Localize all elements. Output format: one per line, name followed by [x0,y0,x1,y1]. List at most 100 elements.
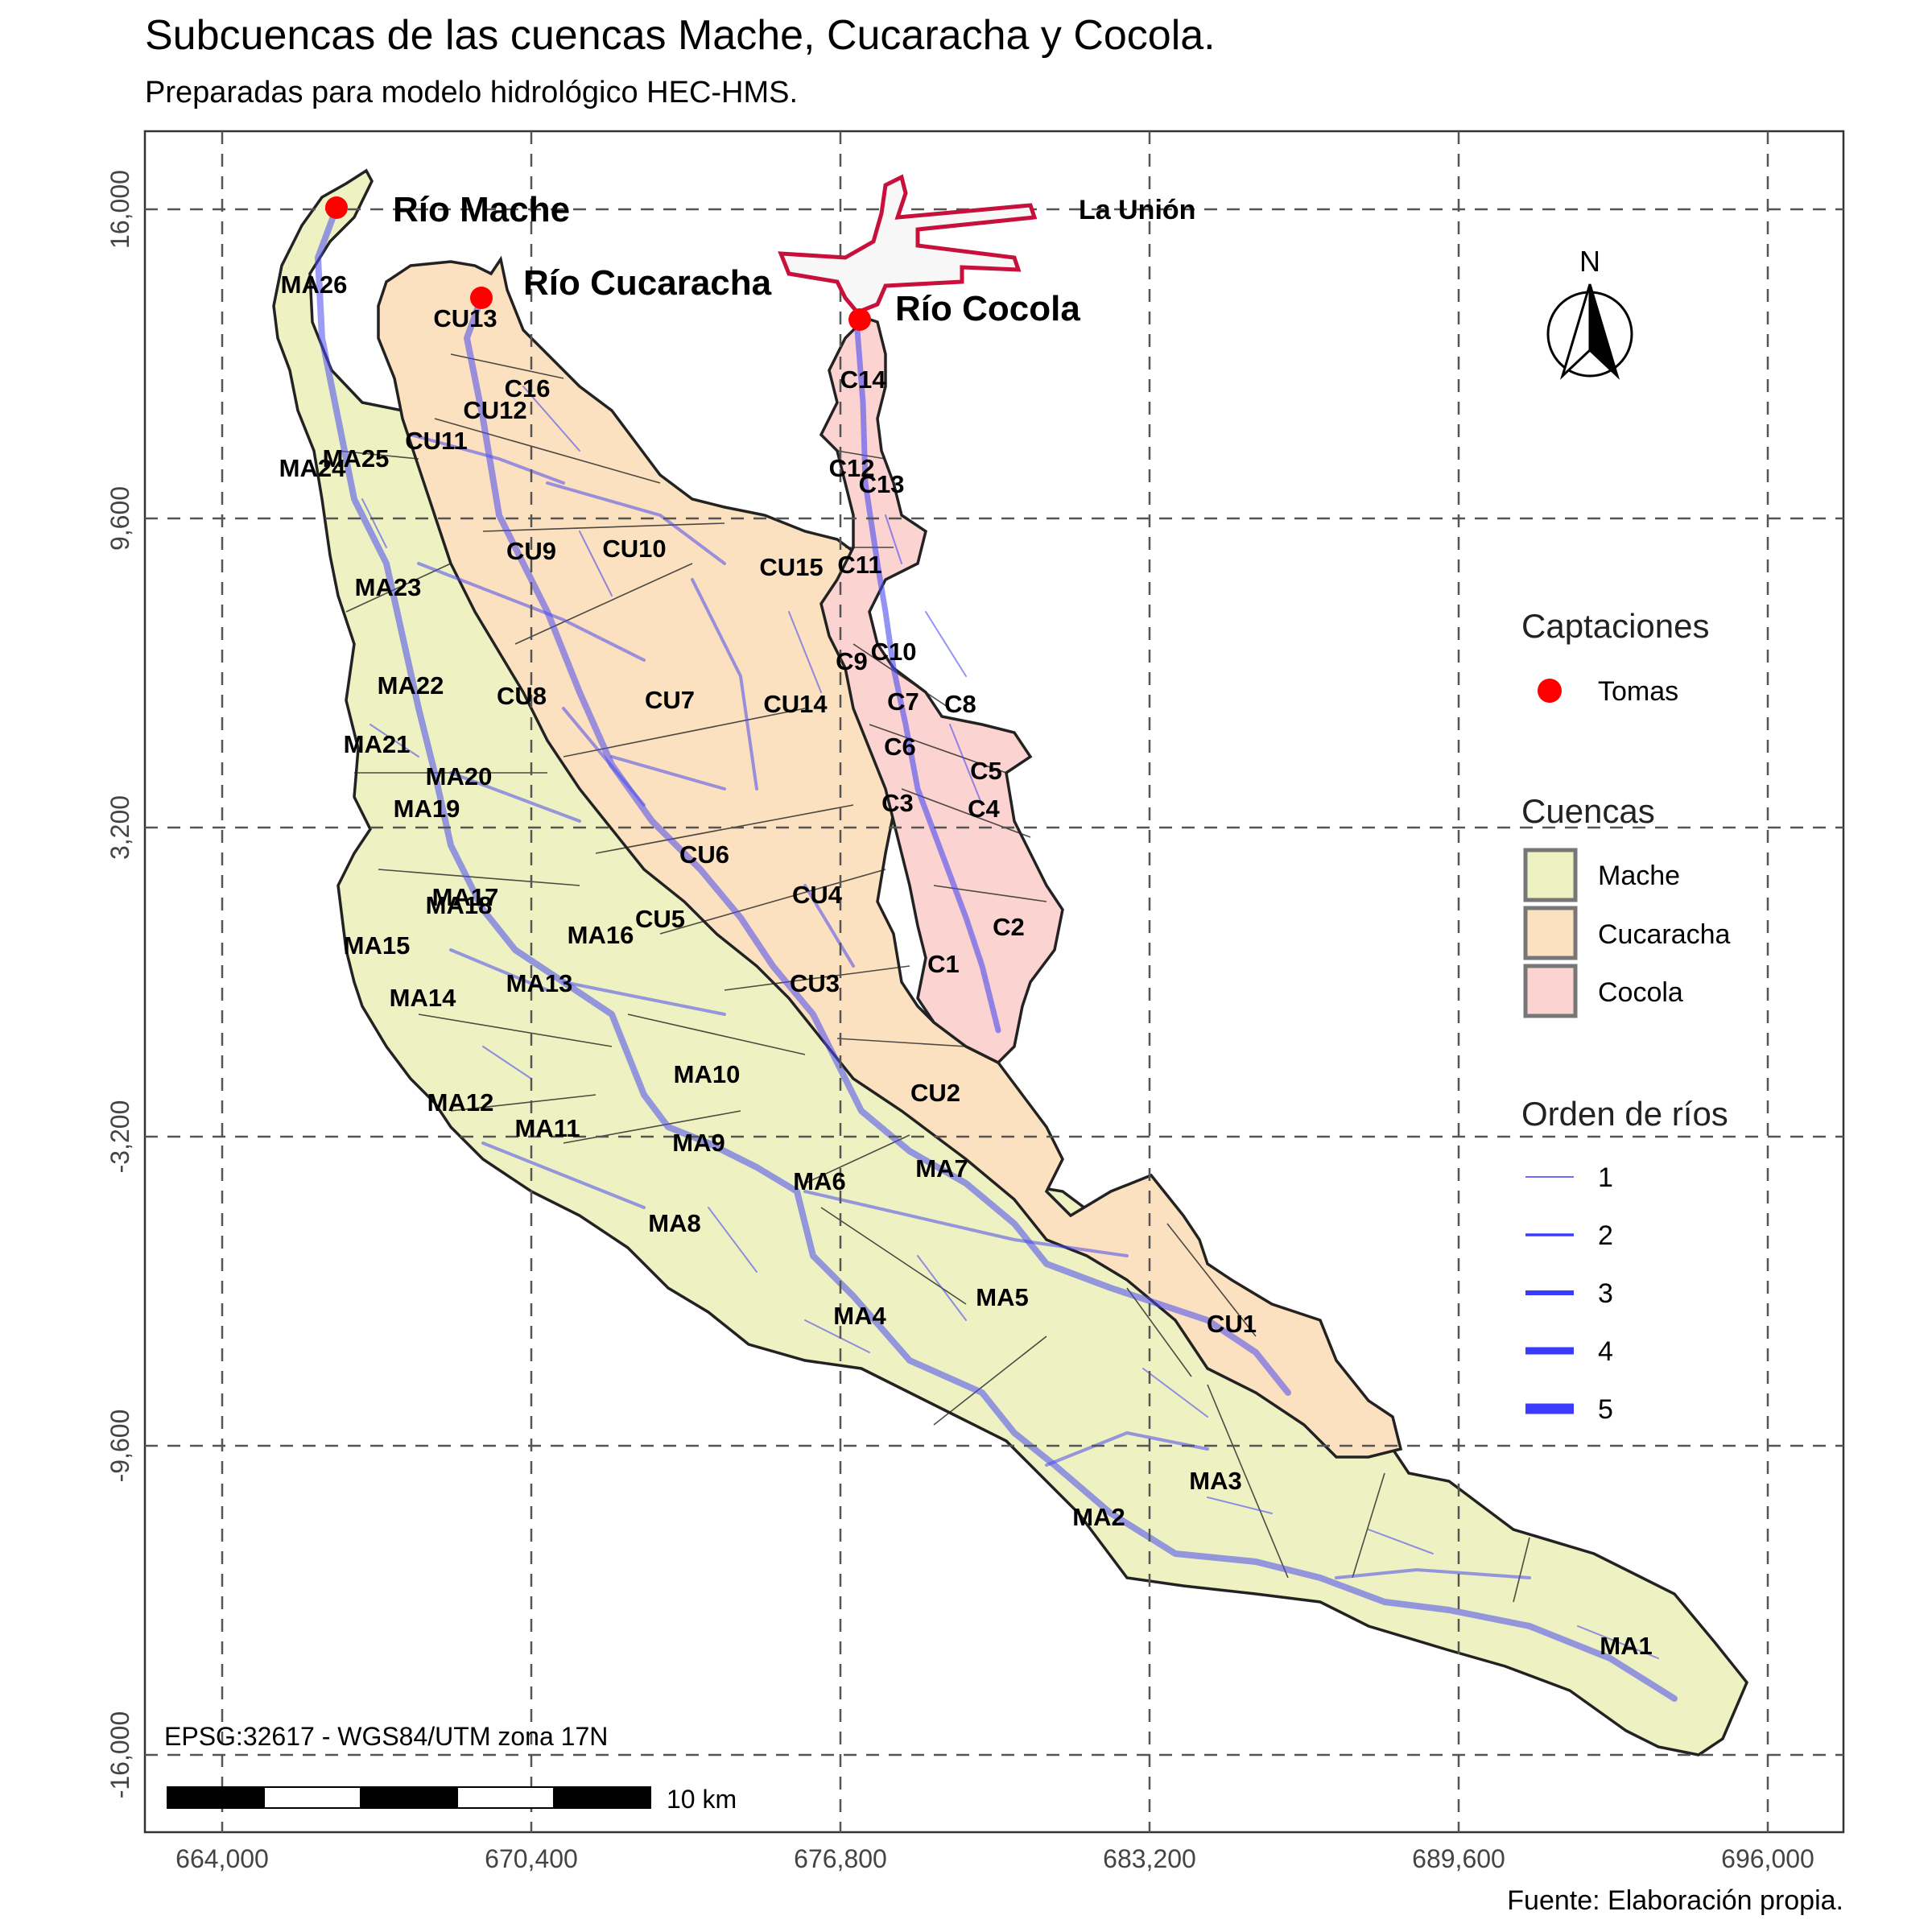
label-c8: C8 [944,690,976,718]
map-subtitle: Preparadas para modelo hidrológico HEC-H… [145,76,799,109]
label-ma12: MA12 [427,1088,494,1117]
label-cu3: CU3 [790,969,840,997]
scale-label: 10 km [667,1785,737,1814]
legend-swatch-cocola [1523,964,1578,1018]
label-ma14: MA14 [390,984,456,1012]
legend-orden-4: 4 [1598,1336,1613,1367]
legend-tomas-label: Tomas [1598,676,1678,707]
label-cu2: CU2 [910,1079,960,1107]
label-ma2: MA2 [1072,1503,1125,1531]
label-cu11: CU11 [405,427,468,455]
y-tick-label: -9,600 [105,1410,134,1483]
legend-swatch-mache [1523,848,1578,902]
subbasin-boundaries [337,353,1530,1603]
y-tick-label: -3,200 [105,1100,134,1174]
label-ma24: MA24 [279,454,346,482]
source-caption: Fuente: Elaboración propia. [1507,1885,1843,1916]
label-cu9: CU9 [506,537,556,565]
legend-orden-2: 2 [1598,1220,1613,1251]
label-c9: C9 [836,647,868,675]
intake-mache-marker [325,196,348,219]
label-ma6: MA6 [793,1167,845,1195]
label-cu13: CU13 [433,304,497,332]
label-cu8: CU8 [497,682,547,710]
label-ma4: MA4 [833,1302,886,1330]
label-cu14: CU14 [763,690,828,718]
label-cu12: CU12 [463,396,526,424]
x-axis-labels: 664,000 670,400 676,800 683,200 689,600 … [175,1844,1814,1873]
intake-mache-label: Río Mache [393,190,570,229]
graticule [145,131,1843,1832]
label-ma10: MA10 [674,1060,741,1088]
y-tick-label: -16,000 [105,1711,134,1799]
label-ma22: MA22 [378,671,444,700]
label-ma3: MA3 [1189,1467,1241,1495]
x-tick-label: 683,200 [1103,1844,1196,1873]
label-ma7: MA7 [915,1154,968,1183]
label-c12: C12 [829,454,875,482]
label-c16: C16 [505,374,551,402]
legend-orden-5: 5 [1598,1394,1613,1425]
map-title: Subcuencas de las cuencas Mache, Cucarac… [145,12,1216,59]
label-cu10: CU10 [602,535,666,563]
label-ma17: MA17 [432,883,499,911]
label-ma23: MA23 [355,573,422,601]
legend-swatch-cucaracha [1523,906,1578,960]
intake-cocola-label: Río Cocola [895,289,1080,328]
label-ma19: MA19 [394,795,460,823]
y-tick-label: 3,200 [105,795,134,860]
label-cu15: CU15 [759,553,823,581]
label-c3: C3 [881,789,914,817]
label-ma26: MA26 [281,270,348,299]
label-c10: C10 [871,638,917,666]
label-ma18: MA18 [426,891,493,919]
intake-points: Río Mache Río Cucaracha Río Cocola [325,190,1080,331]
subbasin-labels: MA1 MA2 MA3 MA4 MA5 MA6 MA7 MA8 MA9 MA10… [279,270,1653,1660]
y-axis-labels: 16,000 9,600 3,200 -3,200 -9,600 -16,000 [105,170,134,1798]
label-ma15: MA15 [344,931,411,960]
label-cu7: CU7 [645,686,695,714]
la-union-label: La Unión [1079,195,1195,225]
legend-title-orden: Orden de ríos [1521,1095,1728,1133]
label-cu6: CU6 [679,840,729,869]
label-ma1: MA1 [1600,1632,1652,1660]
label-ma9: MA9 [672,1129,724,1157]
label-cu5: CU5 [635,905,685,933]
label-c6: C6 [884,733,916,761]
label-ma25: MA25 [323,444,390,473]
intake-cucaracha-label: Río Cucaracha [523,263,772,303]
label-ma16: MA16 [568,921,634,949]
label-c2: C2 [993,913,1025,941]
label-cu4: CU4 [792,881,843,909]
label-c5: C5 [970,757,1002,785]
x-tick-label: 696,000 [1721,1844,1814,1873]
la-union-outline [778,174,1038,315]
label-c4: C4 [968,795,1000,823]
legend-orden-1: 1 [1598,1162,1613,1193]
label-ma21: MA21 [344,730,411,758]
y-tick-label: 9,600 [105,486,134,551]
legend-title-cuencas: Cuencas [1521,792,1655,830]
intake-cocola-marker [848,308,871,331]
x-tick-label: 676,800 [794,1844,887,1873]
legend-title-captaciones: Captaciones [1521,607,1709,645]
label-c1: C1 [927,950,960,978]
label-ma20: MA20 [426,762,493,791]
legend-label-cucaracha: Cucaracha [1598,919,1731,950]
label-ma11: MA11 [515,1114,580,1142]
scale-bar [167,1786,651,1809]
north-arrow: N [1546,245,1633,380]
x-tick-label: 670,400 [485,1844,578,1873]
x-tick-label: 689,600 [1412,1844,1505,1873]
label-c13: C13 [859,470,905,498]
legend-label-mache: Mache [1598,861,1680,891]
legend-orden-3: 3 [1598,1278,1613,1309]
crs-note: EPSG:32617 - WGS84/UTM zona 17N [164,1722,608,1751]
label-c14: C14 [840,365,887,394]
x-tick-label: 664,000 [175,1844,269,1873]
north-label: N [1579,245,1600,278]
intake-cucaracha-marker [470,287,493,309]
river-network [315,204,1678,1702]
legend: Captaciones Tomas Cuencas Mache Cucarach… [1521,607,1731,1425]
